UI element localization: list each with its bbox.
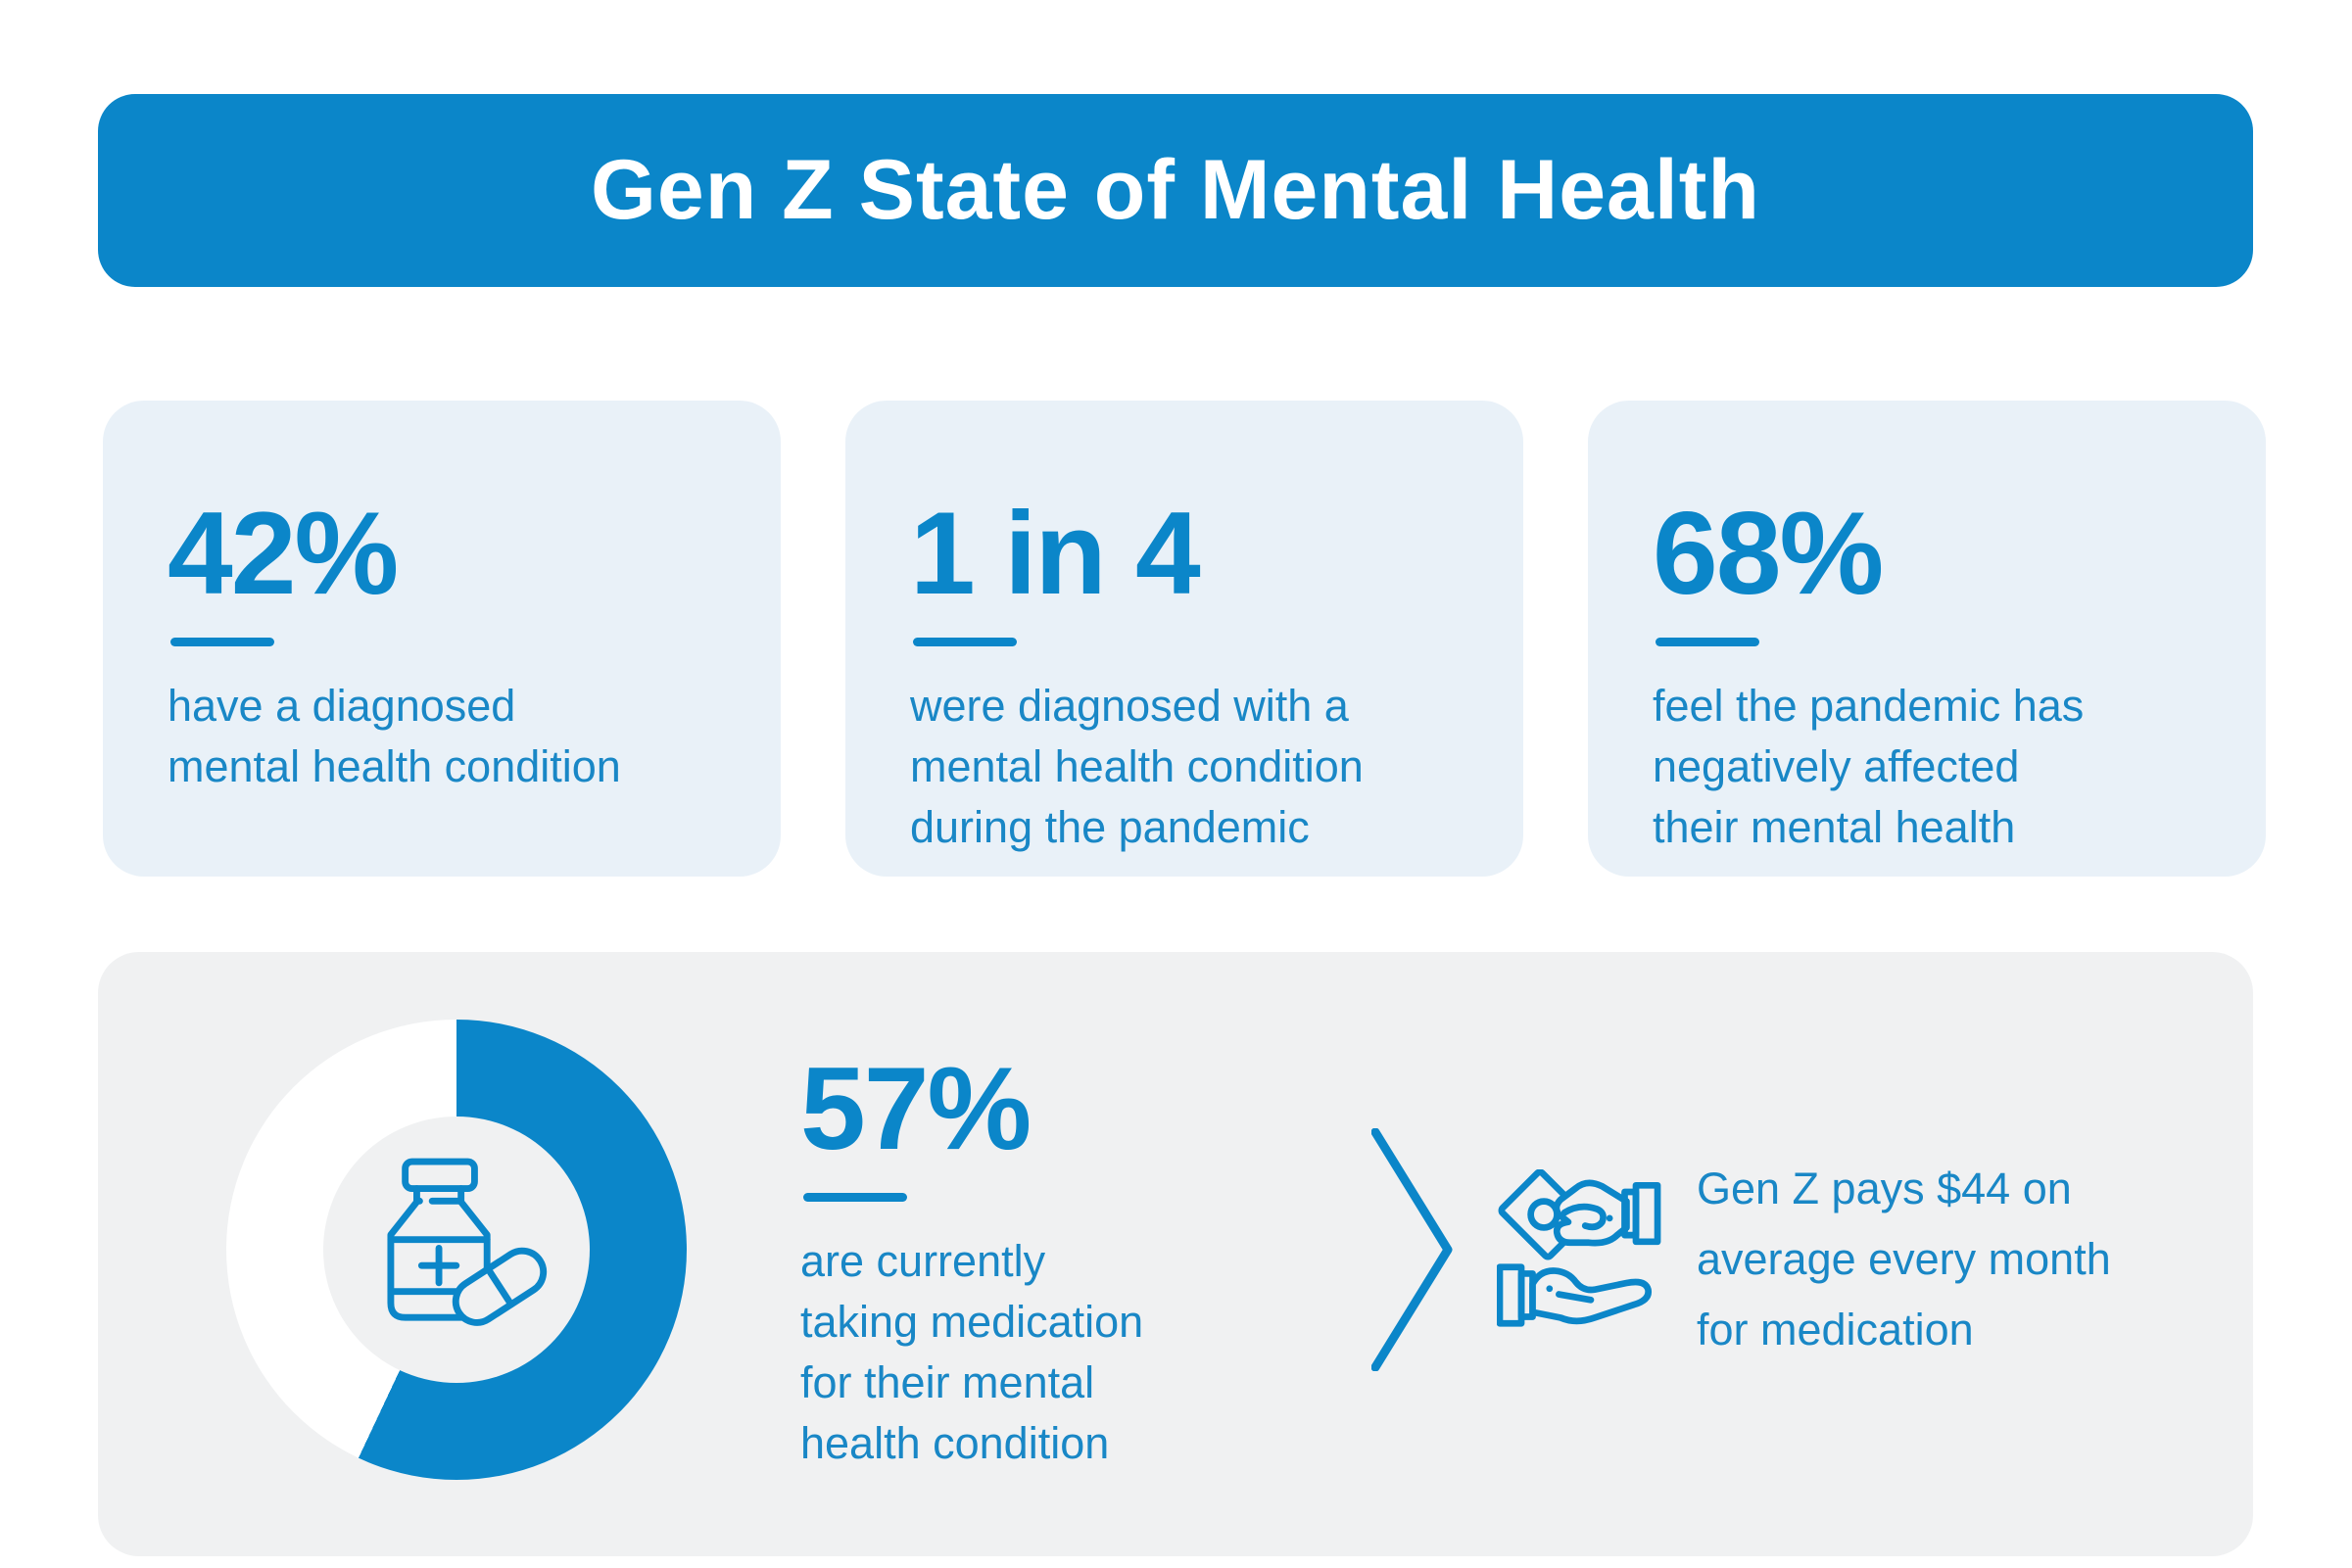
stat-description-line: for their mental — [800, 1357, 1095, 1407]
stat-value: 57% — [800, 1043, 1032, 1174]
stat-underline — [803, 1193, 907, 1202]
stat-value: 1 in 4 — [910, 488, 1201, 619]
page-title: Gen Z State of Mental Health — [591, 143, 1760, 237]
payment-text-line: for medication — [1697, 1305, 1974, 1354]
stat-underline — [170, 638, 274, 646]
title-banner: Gen Z State of Mental Health — [98, 94, 2253, 287]
stat-underline — [1656, 638, 1759, 646]
chevron-right-icon — [1371, 1128, 1453, 1371]
stat-description: feel the pandemic has negatively affecte… — [1653, 676, 2211, 858]
stat-description-line: were diagnosed with a — [910, 681, 1349, 731]
hand-giving-money-icon — [1497, 1169, 1661, 1327]
stat-card-pandemic-diagnosis: 1 in 4 were diagnosed with a mental heal… — [845, 401, 1523, 877]
pill-bottle-icon — [387, 1158, 548, 1326]
stat-description: are currently taking medication for thei… — [800, 1231, 1349, 1474]
stat-underline — [913, 638, 1017, 646]
stat-description-line: during the pandemic — [910, 802, 1310, 852]
stat-description-line: health condition — [800, 1418, 1110, 1468]
stat-description-line: negatively affected — [1653, 741, 2020, 791]
stat-cards-row: 42% have a diagnosed mental health condi… — [103, 401, 2268, 877]
stat-value: 68% — [1653, 488, 1884, 619]
stat-value: 42% — [168, 488, 399, 619]
stat-description-line: mental health condition — [910, 741, 1364, 791]
stat-card-pandemic-effect: 68% feel the pandemic has negatively aff… — [1588, 401, 2266, 877]
payment-text-line: average every month — [1697, 1234, 2111, 1284]
stat-description-line: taking medication — [800, 1297, 1144, 1347]
medication-card: 57% are currently taking medication for … — [98, 952, 2253, 1556]
stat-description-line: have a diagnosed — [168, 681, 516, 731]
stat-description: were diagnosed with a mental health cond… — [910, 676, 1468, 858]
stat-description: have a diagnosed mental health condition — [168, 676, 726, 797]
payment-text-line: Gen Z pays $44 on — [1697, 1164, 2072, 1213]
stat-card-diagnosed: 42% have a diagnosed mental health condi… — [103, 401, 781, 877]
medication-stat: 57% are currently taking medication for … — [800, 1050, 1349, 1474]
payment-text: Gen Z pays $44 on average every month fo… — [1697, 1154, 2245, 1365]
stat-description-line: feel the pandemic has — [1653, 681, 2085, 731]
stat-description-line: are currently — [800, 1236, 1046, 1286]
stat-description-line: mental health condition — [168, 741, 621, 791]
stat-description-line: their mental health — [1653, 802, 2016, 852]
